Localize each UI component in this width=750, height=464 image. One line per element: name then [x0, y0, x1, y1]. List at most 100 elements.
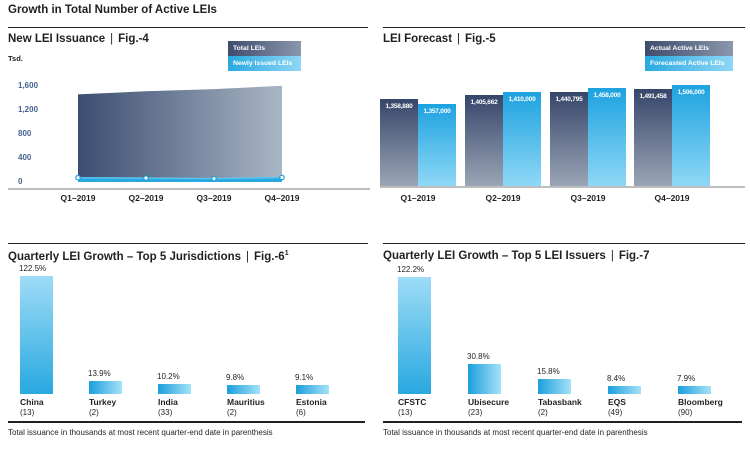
bar-forecasted-active-leis: 1,357,000	[418, 104, 456, 186]
category-label: India	[158, 397, 178, 407]
fig-number: Fig.-7	[618, 250, 650, 262]
title-separator: |	[246, 250, 250, 263]
y-axis-unit: Tsd.	[8, 54, 23, 63]
category-count-label: (13)	[398, 408, 413, 417]
chart-footnote: Total issuance in thousands at most rece…	[8, 428, 273, 437]
legend-label: Forecasted Active LEIs	[650, 60, 725, 67]
chart-title-text: Quarterly LEI Growth – Top 5 Jurisdictio…	[8, 250, 242, 263]
chart-title-fig4: New LEI Issuance | Fig.-4	[8, 33, 149, 45]
bar-forecasted-active-leis: 1,506,000	[672, 85, 710, 186]
category-count-label: (13)	[20, 408, 35, 417]
chart-title-fig7: Quarterly LEI Growth – Top 5 LEI Issuers…	[383, 250, 649, 262]
x-tick-label: Q4–2019	[264, 193, 300, 203]
bar-value-label: 1,358,880	[385, 103, 413, 110]
x-tick-label: Q3–2019	[196, 193, 232, 203]
category-label: Ubisecure	[468, 397, 510, 407]
legend-item-forecasted-active-leis: Forecasted Active LEIs	[645, 56, 733, 71]
legend-item-actual-active-leis: Actual Active LEIs	[645, 41, 733, 56]
category-count-label: (2)	[538, 408, 548, 417]
legend-fig4: Total LEIs Newly Issued LEIs	[228, 41, 301, 71]
bar-forecasted-active-leis: 1,410,000	[503, 92, 541, 186]
bar-percent-label: 8.4%	[607, 374, 626, 383]
panel-top5-lei-issuers: Quarterly LEI Growth – Top 5 LEI Issuers…	[383, 243, 745, 464]
legend-label: Newly Issued LEIs	[233, 60, 293, 67]
bar-value-label: 1,410,000	[508, 96, 536, 103]
bar-actual-active-leis: 1,358,880	[380, 99, 418, 186]
chart-title-text: New LEI Issuance	[8, 33, 106, 45]
category-label: Bloomberg	[678, 397, 723, 407]
x-tick-label: Q4–2019	[654, 193, 690, 203]
fig-number: Fig.-5	[465, 33, 496, 45]
bar-actual-active-leis: 1,405,662	[465, 95, 503, 186]
bar-cfstc	[398, 277, 431, 394]
bar-percent-label: 9.1%	[295, 373, 314, 382]
chart-footnote: Total issuance in thousands at most rece…	[383, 428, 648, 437]
y-tick-label: 800	[18, 129, 32, 138]
category-count-label: (6)	[296, 408, 306, 417]
bar-value-label: 1,357,000	[423, 108, 451, 115]
area-plot	[75, 85, 285, 182]
section-divider	[383, 421, 742, 423]
category-count-label: (2)	[89, 408, 99, 417]
bar-percent-label: 122.2%	[397, 265, 425, 274]
x-tick-label: Q2–2019	[128, 193, 164, 203]
panel-top5-jurisdictions: Quarterly LEI Growth – Top 5 Jurisdictio…	[8, 243, 368, 464]
category-count-label: (2)	[227, 408, 237, 417]
category-label: Estonia	[296, 397, 327, 407]
page-title: Growth in Total Number of Active LEIs	[8, 4, 217, 16]
y-tick-label: 1,600	[18, 81, 39, 90]
section-divider	[8, 421, 365, 423]
category-count-label: (23)	[468, 408, 483, 417]
bar-china	[20, 276, 53, 394]
total-leis-area	[78, 85, 282, 182]
bar-percent-label: 30.8%	[467, 352, 490, 361]
category-label: China	[20, 397, 44, 407]
category-label: Tabasbank	[538, 397, 582, 407]
bar-value-label: 1,405,662	[470, 99, 498, 106]
legend-item-newly-issued-leis: Newly Issued LEIs	[228, 56, 301, 71]
x-tick-label: Q1–2019	[60, 193, 96, 203]
title-separator: |	[457, 33, 461, 45]
legend-item-total-leis: Total LEIs	[228, 41, 301, 56]
bar-percent-label: 15.8%	[537, 367, 560, 376]
chart-title-text: LEI Forecast	[383, 33, 453, 45]
x-axis-line	[8, 188, 370, 190]
fig-footnote-marker: 1	[284, 250, 289, 257]
category-count-label: (33)	[158, 408, 173, 417]
y-tick-label: 400	[18, 153, 32, 162]
x-tick-label: Q1–2019	[400, 193, 436, 203]
bar-percent-label: 122.5%	[19, 264, 47, 273]
bar-bloomberg	[678, 386, 711, 394]
bar-india	[158, 384, 191, 394]
category-label: Turkey	[89, 397, 117, 407]
bar-actual-active-leis: 1,440,795	[550, 92, 588, 186]
bar-percent-label: 13.9%	[88, 369, 111, 378]
panel-lei-forecast: LEI Forecast | Fig.-5 Actual Active LEIs F…	[380, 27, 745, 244]
newly-issued-line	[77, 176, 283, 180]
bar-actual-active-leis: 1,491,458	[634, 89, 672, 186]
category-label: EQS	[608, 397, 626, 407]
bar-eqs	[608, 386, 641, 394]
legend-label: Total LEIs	[233, 45, 265, 52]
category-label: CFSTC	[398, 397, 427, 407]
chart-title-fig5: LEI Forecast | Fig.-5	[383, 33, 496, 45]
bar-percent-label: 10.2%	[157, 372, 180, 381]
bar-value-label: 1,506,000	[677, 89, 705, 96]
x-axis-line	[380, 186, 745, 188]
legend-fig5: Actual Active LEIs Forecasted Active LEI…	[645, 41, 733, 71]
legend-label: Actual Active LEIs	[650, 45, 710, 52]
bar-value-label: 1,491,458	[639, 93, 667, 100]
x-tick-label: Q2–2019	[485, 193, 521, 203]
y-tick-label: 0	[18, 177, 23, 186]
chart-title-fig6: Quarterly LEI Growth – Top 5 Jurisdictio…	[8, 250, 289, 263]
panel-new-lei-issuance: New LEI Issuance | Fig.-4 Tsd. Total LEIs …	[8, 27, 370, 244]
category-count-label: (49)	[608, 408, 623, 417]
title-separator: |	[610, 250, 614, 262]
bar-value-label: 1,440,795	[555, 96, 583, 103]
chart-title-text: Quarterly LEI Growth – Top 5 LEI Issuers	[383, 250, 606, 262]
bar-mauritius	[227, 385, 260, 394]
bar-turkey	[89, 381, 122, 394]
category-count-label: (90)	[678, 408, 693, 417]
bar-ubisecure	[468, 364, 501, 394]
